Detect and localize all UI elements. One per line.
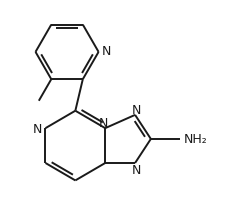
Text: N: N bbox=[32, 122, 42, 135]
Text: N: N bbox=[131, 163, 141, 176]
Text: N: N bbox=[98, 116, 108, 129]
Text: N: N bbox=[102, 44, 111, 57]
Text: NH₂: NH₂ bbox=[183, 133, 207, 146]
Text: N: N bbox=[131, 103, 141, 116]
